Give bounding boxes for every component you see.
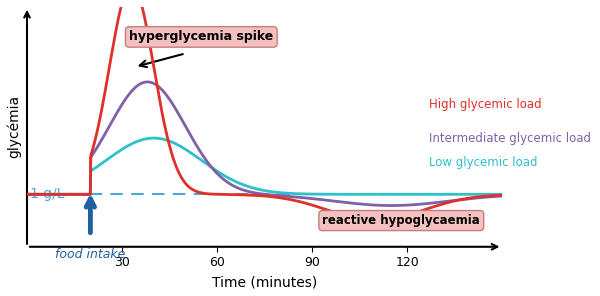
Text: Intermediate glycemic load: Intermediate glycemic load [430, 132, 592, 145]
Text: High glycemic load: High glycemic load [430, 98, 542, 111]
X-axis label: Time (minutes): Time (minutes) [212, 275, 317, 289]
Y-axis label: glycémia: glycémia [7, 95, 22, 158]
Text: reactive hypoglycaemia: reactive hypoglycaemia [322, 214, 480, 227]
Text: 1 g/L: 1 g/L [30, 187, 65, 201]
Text: hyperglycemia spike: hyperglycemia spike [129, 30, 274, 44]
Text: Low glycemic load: Low glycemic load [430, 156, 538, 169]
Text: food intake: food intake [55, 248, 125, 261]
